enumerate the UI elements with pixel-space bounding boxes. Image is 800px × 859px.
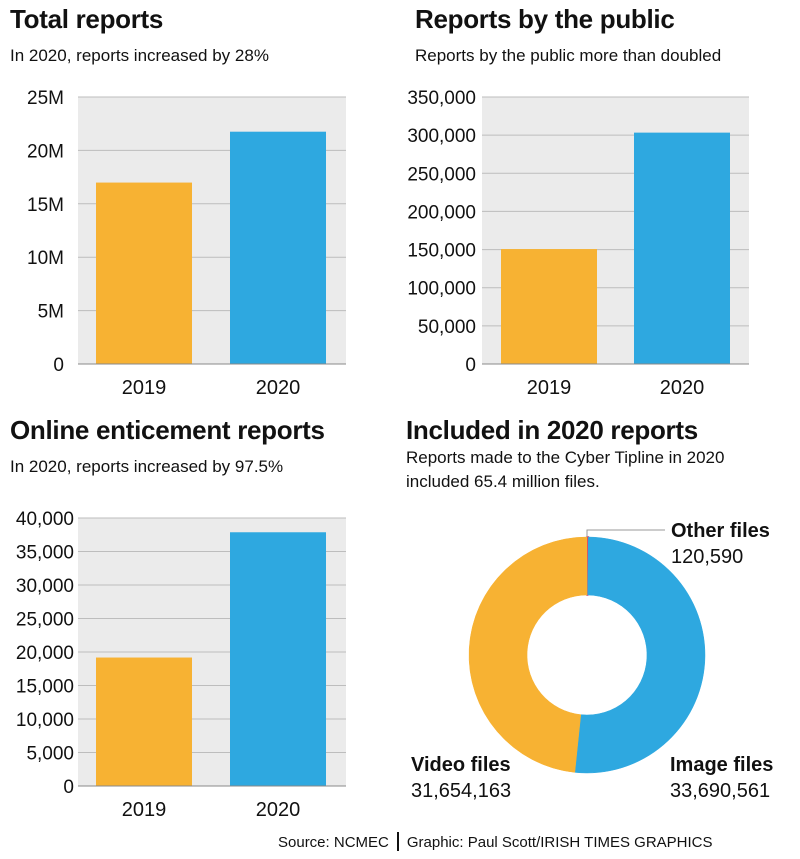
chart-subtitle-enticement-reports: In 2020, reports increased by 97.5% [10,457,284,476]
y-tick-label: 350,000 [407,88,476,109]
slice-label-video-files: Video files [411,754,511,776]
chart-title-included-files: Included in 2020 reports [406,415,698,445]
y-tick-label: 0 [465,355,476,376]
y-tick-label: 50,000 [418,317,476,338]
bar-2020 [230,532,326,786]
chart-title-enticement-reports: Online enticement reports [10,415,325,445]
bar-2020 [634,132,730,364]
y-tick-label: 250,000 [407,164,476,185]
y-tick-label: 15M [27,195,64,216]
chart-subtitle-public-reports: Reports by the public more than doubled [415,46,722,65]
bar-2020 [230,131,326,364]
y-tick-label: 5M [38,302,64,323]
y-tick-label: 5,000 [26,744,74,765]
y-tick-label: 20M [27,141,64,162]
chart-subtitle-line-1: Reports made to the Cyber Tipline in 202… [406,448,725,467]
y-tick-label: 300,000 [407,126,476,147]
y-tick-label: 35,000 [16,543,74,564]
x-tick-label: 2019 [122,799,167,821]
y-tick-label: 25,000 [16,610,74,631]
footer-divider [396,832,399,851]
slice-label-other-files: Other files [671,520,770,542]
other-files-leader-line [586,529,665,537]
bar-2019 [96,657,192,786]
chart-title-total-reports: Total reports [10,4,164,34]
slice-value-image-files: 33,690,561 [670,780,771,802]
y-tick-label: 10M [27,248,64,269]
chart-subtitle-total-reports: In 2020, reports increased by 28% [10,46,269,65]
chart-subtitle-line-2: included 65.4 million files. [406,472,600,491]
slice-value-other-files: 120,590 [671,546,744,568]
footer-credits: Source: NCMEC Graphic: Paul Scott/IRISH T… [278,832,713,851]
y-tick-label: 25M [27,88,64,109]
footer-credit: Graphic: Paul Scott/IRISH TIMES GRAPHICS [406,834,713,851]
y-tick-label: 100,000 [407,279,476,300]
y-tick-label: 20,000 [16,643,74,664]
bar-2019 [501,249,597,364]
y-tick-label: 0 [53,355,64,376]
x-tick-label: 2020 [256,377,301,399]
x-tick-label: 2020 [256,799,301,821]
bar-2019 [96,182,192,364]
slice-value-video-files: 31,654,163 [411,780,512,802]
y-tick-label: 10,000 [16,710,74,731]
y-tick-label: 40,000 [16,509,74,530]
y-tick-label: 15,000 [16,677,74,698]
y-tick-label: 30,000 [16,576,74,597]
chart-title-public-reports: Reports by the public [415,4,675,34]
donut-slice-image-files [574,536,706,774]
slice-label-image-files: Image files [670,754,774,776]
y-tick-label: 150,000 [407,241,476,262]
x-tick-label: 2020 [660,377,705,399]
donut-slice-video-files [468,536,588,773]
x-tick-label: 2019 [527,377,572,399]
footer-source: Source: NCMEC [278,834,389,851]
x-tick-label: 2019 [122,377,167,399]
y-tick-label: 0 [63,777,74,798]
y-tick-label: 200,000 [407,202,476,223]
